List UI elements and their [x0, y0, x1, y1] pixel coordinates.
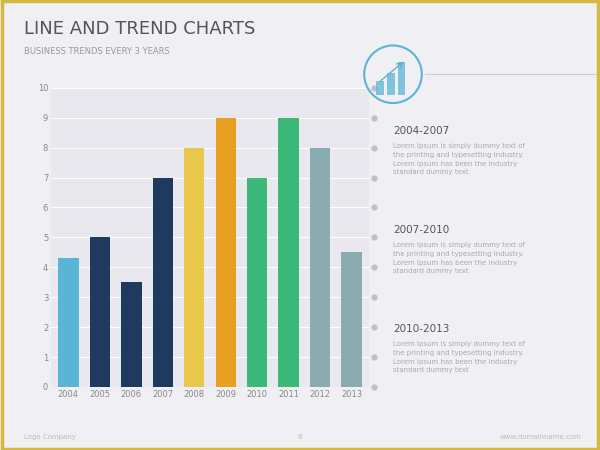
Text: BUSINESS TRENDS EVERY 3 YEARS: BUSINESS TRENDS EVERY 3 YEARS — [24, 47, 170, 56]
Text: 2004-2007: 2004-2007 — [393, 126, 449, 136]
Bar — [376, 81, 384, 94]
Bar — [247, 177, 268, 387]
Bar — [152, 177, 173, 387]
Bar — [341, 252, 362, 387]
Bar — [278, 118, 299, 387]
Text: Logo Company: Logo Company — [24, 434, 76, 440]
Bar — [398, 62, 406, 94]
Bar — [121, 282, 142, 387]
Bar — [387, 73, 395, 94]
Bar — [184, 148, 205, 387]
Bar — [310, 148, 331, 387]
Text: www.domainname.com: www.domainname.com — [500, 434, 582, 440]
Text: Lorem Ipsum is simply dummy text of
the printing and typesetting industry.
Lorem: Lorem Ipsum is simply dummy text of the … — [393, 143, 525, 176]
Text: LINE AND TREND CHARTS: LINE AND TREND CHARTS — [24, 20, 256, 38]
Bar — [215, 118, 236, 387]
Text: Lorem Ipsum is simply dummy text of
the printing and typesetting industry.
Lorem: Lorem Ipsum is simply dummy text of the … — [393, 341, 525, 374]
Bar — [89, 238, 110, 387]
Bar — [58, 258, 79, 387]
Text: 2010-2013: 2010-2013 — [393, 324, 449, 334]
Text: 8: 8 — [298, 434, 302, 440]
Text: 2007-2010: 2007-2010 — [393, 225, 449, 235]
Text: Lorem Ipsum is simply dummy text of
the printing and typesetting industry.
Lorem: Lorem Ipsum is simply dummy text of the … — [393, 242, 525, 274]
